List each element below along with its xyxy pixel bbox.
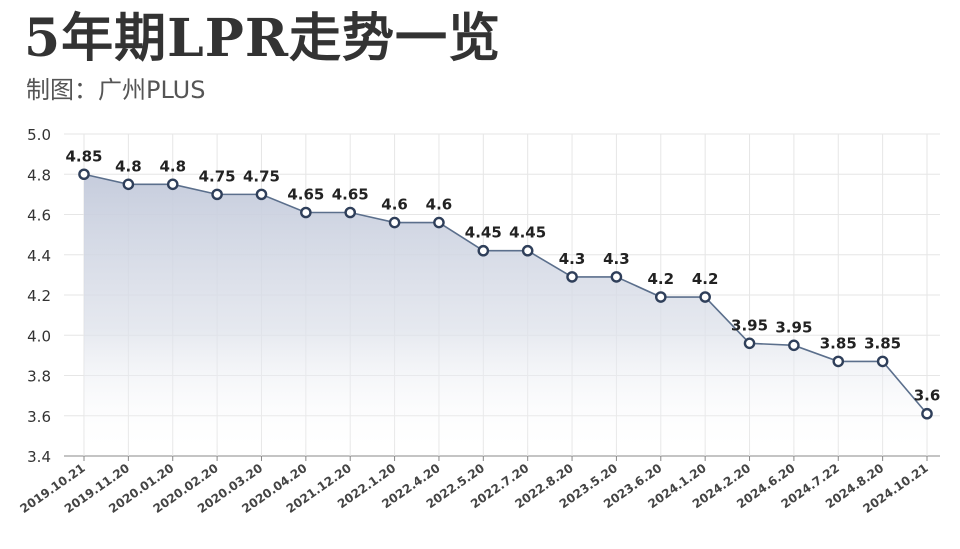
data-label: 4.8 [115, 157, 142, 175]
y-tick-label: 5.0 [27, 126, 51, 144]
series-line [83, 173, 928, 415]
data-point [566, 271, 578, 283]
data-point [654, 291, 667, 303]
data-point [788, 339, 800, 352]
data-label: 4.3 [603, 250, 630, 268]
data-point [433, 216, 445, 229]
data-point [921, 407, 933, 420]
data-label: 3.95 [775, 318, 812, 336]
data-label: 4.45 [465, 224, 502, 242]
data-point [699, 291, 711, 303]
data-point [521, 244, 534, 257]
data-point [300, 206, 312, 219]
data-label: 4.6 [381, 196, 408, 214]
y-tick-label: 3.8 [27, 368, 51, 386]
y-axis: 3.4 3.6 3.8 4.0 4.2 4.4 4.6 4.8 5.0 [27, 126, 51, 466]
data-label: 4.3 [559, 250, 586, 268]
y-tick-label: 4.8 [27, 166, 51, 184]
data-point [743, 337, 756, 350]
y-tick-label: 4.0 [27, 327, 51, 345]
chart-credit: 制图：广州PLUS [26, 76, 206, 104]
data-point [211, 188, 223, 201]
data-point [166, 178, 179, 191]
data-point [78, 168, 90, 181]
data-label: 3.95 [731, 316, 768, 334]
data-point [477, 244, 490, 257]
data-label: 4.65 [287, 185, 324, 203]
data-point [610, 271, 623, 283]
data-label: 4.85 [65, 147, 102, 165]
data-label: 4.65 [332, 185, 369, 203]
data-point [876, 355, 889, 368]
data-label: 4.75 [243, 167, 280, 185]
data-label: 4.2 [692, 270, 719, 288]
data-label: 4.8 [159, 157, 186, 175]
y-tick-label: 4.2 [27, 287, 51, 305]
data-label: 3.85 [864, 334, 901, 352]
data-point [122, 178, 135, 191]
data-label: 4.45 [509, 224, 546, 242]
data-points [78, 168, 933, 420]
data-label: 3.6 [914, 387, 941, 405]
data-point [344, 206, 357, 219]
area-fill-shape [84, 174, 927, 456]
data-labels: 4.85 4.8 4.8 4.75 4.75 4.65 4.65 4.6 4.6 4.45 4.45… [65, 147, 940, 404]
series-line-path [83, 173, 928, 415]
data-label: 4.6 [426, 196, 453, 214]
area-fill [84, 174, 927, 456]
data-label: 4.2 [648, 270, 675, 288]
y-tick-label: 4.4 [27, 247, 51, 265]
y-tick-label: 3.6 [27, 408, 51, 426]
data-point [832, 355, 845, 368]
chart-title: 5年期LPR走势一览 [24, 8, 502, 69]
x-axis: 2019.10.212019.11.202020.01.202020.02.20… [17, 456, 931, 516]
data-point [255, 188, 268, 201]
y-tick-label: 4.6 [27, 207, 51, 225]
y-tick-label: 3.4 [27, 448, 51, 466]
data-label: 3.85 [820, 334, 857, 352]
data-label: 4.75 [199, 167, 236, 185]
data-point [388, 216, 401, 229]
